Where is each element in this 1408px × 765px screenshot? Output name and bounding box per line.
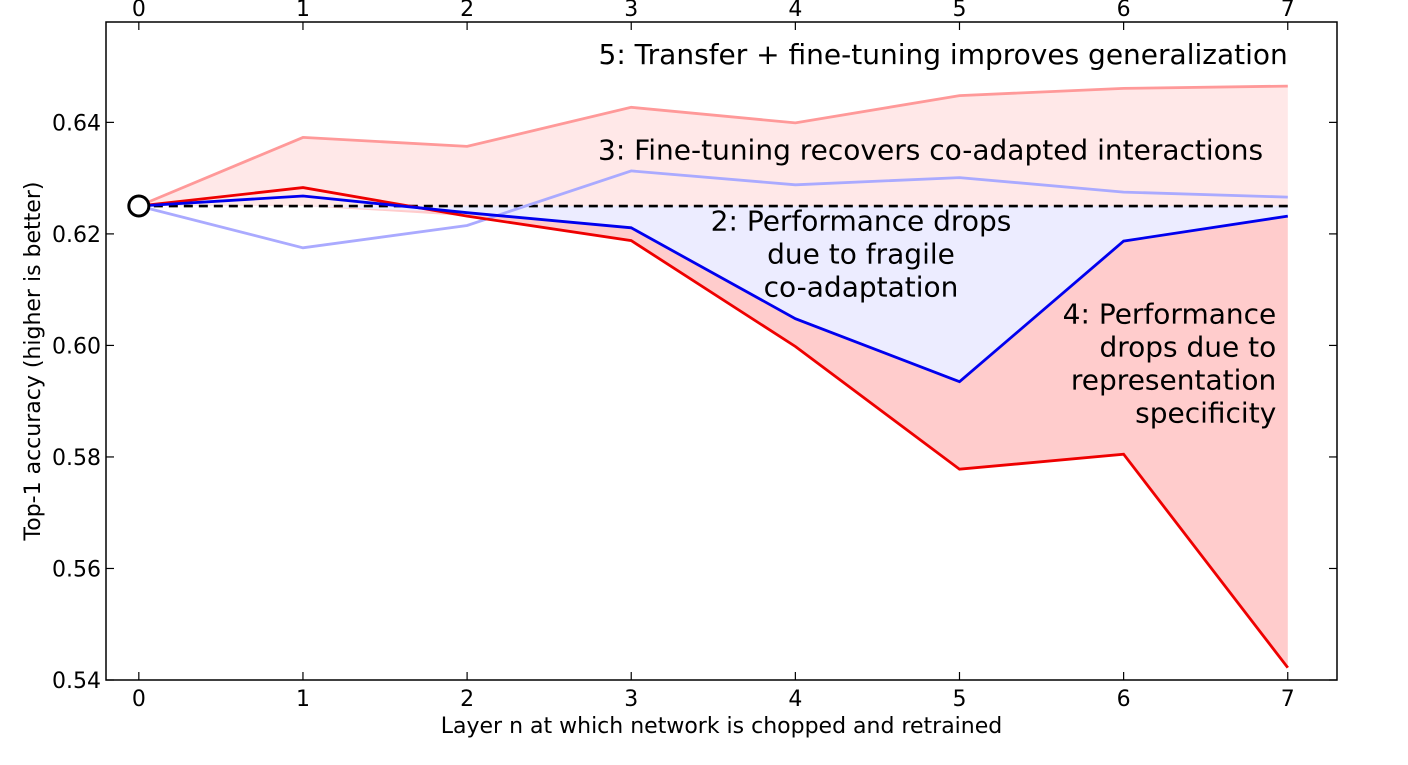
x-tick-label-top: 2 — [460, 0, 474, 22]
y-tick-label: 0.60 — [52, 334, 101, 359]
x-tick-label-top: 7 — [1281, 0, 1295, 22]
y-tick-label: 0.64 — [52, 111, 101, 136]
axes-ticks: 0 0 1 1 2 2 3 3 4 4 5 5 6 6 7 7 0.54 0.56 0.58 0.60 0.62 0.64 — [52, 0, 1337, 712]
annotation-text: due to fragile — [767, 238, 955, 271]
annotation-text: co-adaptation — [764, 271, 959, 304]
series-line-selffer-ft — [138, 169, 1288, 250]
x-tick-label: 2 — [460, 687, 474, 712]
fill-transfer-finetune — [138, 86, 1288, 206]
annotations: 5: Transfer + fine-tuning improves gener… — [598, 38, 1288, 430]
x-tick-label: 3 — [624, 687, 638, 712]
x-tick-label-top: 0 — [132, 0, 146, 22]
annotation-text: 4: Performance — [1063, 298, 1277, 331]
x-tick-label: 0 — [132, 687, 146, 712]
y-axis-label: Top-1 accuracy (higher is better) — [21, 182, 46, 542]
x-tick-label: 6 — [1117, 687, 1131, 712]
series-line-transfer — [138, 186, 1289, 669]
x-tick-label-top: 5 — [952, 0, 966, 22]
x-tick-label: 4 — [788, 687, 802, 712]
x-tick-label: 1 — [296, 687, 310, 712]
x-tick-label-top: 1 — [296, 0, 310, 22]
x-tick-label-top: 6 — [1117, 0, 1131, 22]
x-tick-label-top: 4 — [788, 0, 802, 22]
plot-frame — [105, 21, 1338, 681]
y-tick-label: 0.62 — [52, 223, 101, 248]
x-axis-label: Layer n at which network is chopped and … — [441, 714, 1002, 739]
annotation-text: representation — [1071, 364, 1276, 397]
annotation-text: drops due to — [1099, 331, 1276, 364]
series-line-transfer-ft — [138, 84, 1288, 208]
annotation-text: specificity — [1135, 397, 1276, 430]
base-point-marker — [127, 194, 151, 218]
x-tick-label: 7 — [1281, 687, 1295, 712]
y-tick-label: 0.54 — [52, 669, 101, 694]
series-lines — [127, 84, 1289, 669]
annotation-text: 5: Transfer + fine-tuning improves gener… — [599, 38, 1288, 71]
y-tick-label: 0.58 — [52, 446, 101, 471]
y-tick-label: 0.56 — [52, 557, 101, 582]
x-tick-label: 5 — [952, 687, 966, 712]
fill-selffer-drop — [138, 206, 1288, 382]
annotation-text: 2: Performance drops — [711, 205, 1012, 238]
fill-transfer-drop — [138, 206, 1288, 668]
series-line-selffer — [138, 194, 1289, 384]
shaded-regions — [138, 86, 1288, 668]
x-tick-label-top: 3 — [624, 0, 638, 22]
annotation-text: 3: Fine-tuning recovers co-adapted inter… — [598, 134, 1263, 167]
